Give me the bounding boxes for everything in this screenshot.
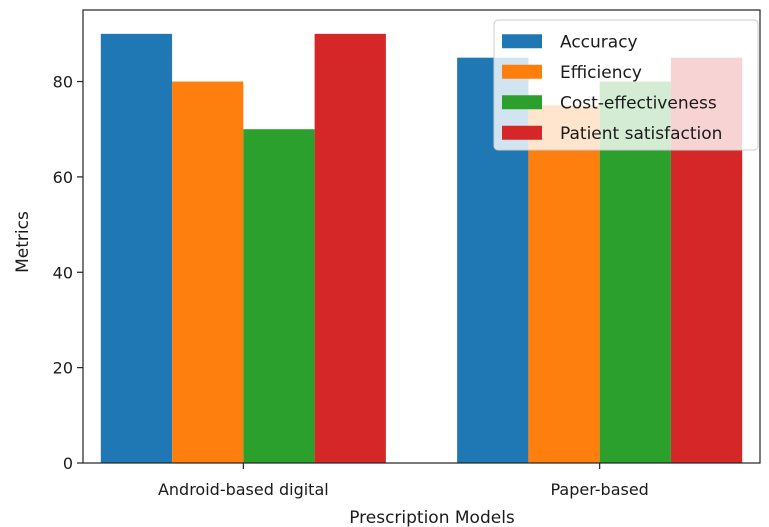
y-tick-label: 20	[53, 359, 73, 378]
legend-swatch	[502, 95, 542, 110]
bar-efficiency-1	[528, 105, 600, 464]
y-tick-label: 40	[53, 263, 73, 282]
x-tick-label: Android-based digital	[158, 480, 329, 499]
plot-frame	[82, 9, 761, 464]
y-tick-label: 80	[53, 73, 73, 92]
bar-efficiency-0	[172, 81, 244, 464]
legend-box	[493, 19, 759, 151]
bars-layer	[100, 33, 743, 464]
legend: Accuracy Efficiency Cost-effectiveness Pati…	[493, 19, 759, 151]
bar-cost-effectiveness-0	[243, 129, 315, 464]
y-tick-label: 0	[63, 454, 73, 473]
legend-label: Cost-effectiveness	[560, 93, 717, 113]
bar-accuracy-0	[100, 33, 173, 464]
bar-patient-satisfaction-0	[314, 33, 386, 464]
legend-label: Accuracy	[560, 32, 638, 52]
x-axis: Android-based digital Paper-based	[158, 463, 649, 499]
legend-label: Efficiency	[560, 63, 642, 83]
y-axis-title: Metrics	[13, 211, 33, 273]
legend-swatch	[502, 125, 542, 140]
y-tick-label: 60	[53, 168, 73, 187]
legend-swatch	[502, 34, 542, 49]
legend-label: Patient satisfaction	[560, 124, 722, 144]
x-tick-label: Paper-based	[550, 480, 648, 499]
legend-swatch	[502, 64, 542, 79]
x-axis-title: Prescription Models	[349, 508, 515, 527]
y-axis: 0 20 40 60 80	[53, 73, 83, 473]
